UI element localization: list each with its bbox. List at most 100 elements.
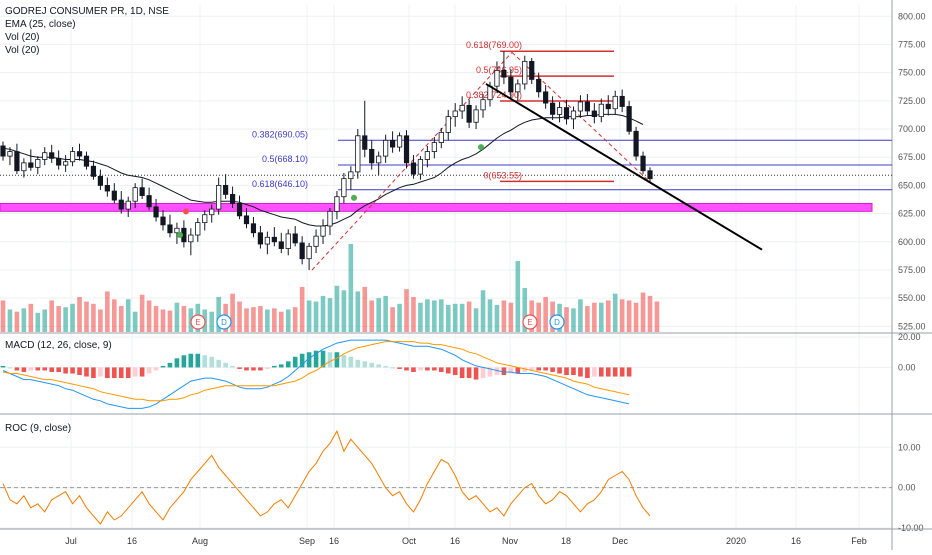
macd-tick-label: 20.00 xyxy=(898,332,921,342)
candle-body xyxy=(76,151,83,157)
volume-bar xyxy=(494,304,500,332)
candle-body xyxy=(556,107,563,115)
candle-body xyxy=(313,235,319,247)
volume-bar xyxy=(265,309,270,332)
macd-histogram-bar xyxy=(515,367,521,374)
candle-body xyxy=(14,151,20,172)
candle-body xyxy=(209,208,215,216)
macd-histogram-bar xyxy=(188,353,194,368)
vol-legend-1: Vol (20) xyxy=(5,32,40,43)
volume-bar xyxy=(56,306,61,332)
candle-body xyxy=(111,190,117,201)
event-marker-label: E xyxy=(195,318,200,327)
volume-bar xyxy=(105,291,110,332)
volume-bar xyxy=(452,303,458,332)
volume-bar xyxy=(397,303,402,332)
volume-bar xyxy=(334,285,340,332)
volume-bar xyxy=(306,300,312,332)
volume-bar xyxy=(160,309,166,332)
macd-histogram-bar xyxy=(362,361,368,368)
volume-bar xyxy=(230,293,235,332)
x-tick-label: Sep xyxy=(299,536,315,546)
macd-histogram-bar xyxy=(320,350,326,368)
macd-histogram-bar xyxy=(571,367,576,376)
volume-bar xyxy=(28,303,34,332)
roc-tick-label: -10.00 xyxy=(898,523,924,533)
volume-bar xyxy=(383,295,388,332)
x-tick-label: 16 xyxy=(127,536,137,546)
macd-histogram-bar xyxy=(56,367,61,372)
candle-body xyxy=(591,110,597,118)
volume-bar xyxy=(14,311,20,332)
x-tick-label: Aug xyxy=(192,536,208,546)
volume-bar xyxy=(438,299,444,332)
volume-bar xyxy=(425,299,430,332)
volume-bar xyxy=(35,312,41,332)
volume-bar xyxy=(473,308,479,332)
volume-bar xyxy=(585,306,590,332)
macd-histogram-bar xyxy=(397,367,402,369)
volume-bar xyxy=(445,304,451,332)
candle-body xyxy=(320,225,326,237)
volume-bar xyxy=(578,299,583,332)
fib-connector xyxy=(511,51,651,183)
volume-bar xyxy=(77,297,82,332)
candle-body xyxy=(403,135,410,164)
volume-bar xyxy=(42,309,48,332)
macd-histogram-bar xyxy=(425,367,430,371)
volume-bar xyxy=(125,299,131,332)
macd-signal-line xyxy=(2,341,630,402)
candle-body xyxy=(327,210,333,227)
candle-body xyxy=(35,159,41,168)
macd-histogram-bar xyxy=(543,367,548,371)
volume-bar xyxy=(599,302,604,332)
volume-bar xyxy=(487,299,493,332)
macd-histogram-bar xyxy=(91,367,96,379)
candle-body xyxy=(466,104,472,123)
candle-body xyxy=(522,60,528,85)
candle-body xyxy=(69,151,76,163)
macd-histogram-bar xyxy=(592,367,597,377)
candle-body xyxy=(49,152,55,159)
volume-bar xyxy=(432,300,437,332)
candle-body xyxy=(7,151,13,157)
macd-tick-label: 0.00 xyxy=(898,362,916,372)
volume-bar xyxy=(404,289,409,332)
volume-bar xyxy=(508,302,514,332)
macd-histogram-bar xyxy=(390,367,395,369)
volume-bar xyxy=(390,307,395,332)
fib-level-label: 0.382(690.05) xyxy=(252,129,308,139)
event-marker xyxy=(549,314,565,330)
volume-bar xyxy=(411,297,416,332)
candle-body xyxy=(438,132,444,143)
macd-histogram-bar xyxy=(202,355,208,368)
price-tick-label: 675.00 xyxy=(898,152,926,162)
macd-histogram-bar xyxy=(626,367,632,377)
macd-histogram-bar xyxy=(494,367,500,376)
candle-body xyxy=(577,101,584,112)
volume-bar xyxy=(543,297,548,332)
x-tick-label: 18 xyxy=(561,536,571,546)
macd-histogram-bar xyxy=(84,367,89,377)
macd-histogram-bar xyxy=(278,364,284,368)
macd-histogram-bar xyxy=(605,367,611,377)
candle-body xyxy=(383,139,389,157)
candle-body xyxy=(56,157,62,166)
roc-tick-label: 10.00 xyxy=(898,442,921,452)
volume-bar xyxy=(355,291,361,332)
candle-body xyxy=(410,162,417,175)
candle-body xyxy=(229,194,236,204)
candle-body xyxy=(299,242,305,260)
macd-histogram-bar xyxy=(125,367,131,379)
macd-histogram-bar xyxy=(181,355,187,368)
candle-body xyxy=(452,110,458,118)
candle-body xyxy=(83,155,90,167)
candle-body xyxy=(459,104,465,112)
volume-bar xyxy=(7,309,13,332)
fib-connector xyxy=(311,52,513,271)
volume-bar xyxy=(501,300,507,332)
candle-body xyxy=(153,206,159,218)
volume-bar xyxy=(49,300,54,332)
macd-histogram-bar xyxy=(341,355,347,368)
